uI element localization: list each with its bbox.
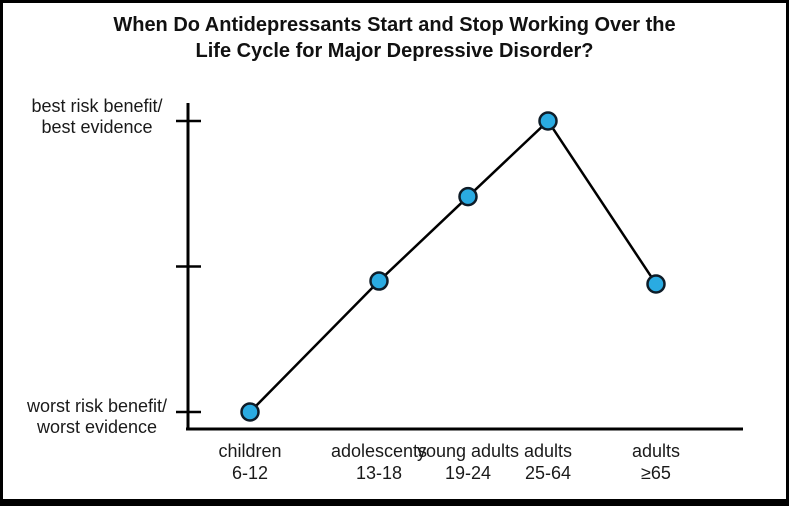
data-point-marker — [369, 271, 389, 291]
trend-line — [249, 119, 658, 413]
y-axis-label-worst: worst risk benefit/ worst evidence — [8, 396, 186, 438]
x-axis-category-name: adolescents — [330, 441, 428, 461]
data-point-marker — [458, 186, 478, 207]
y-axis-label-worst-line2: worst evidence — [36, 417, 158, 437]
x-axis-category-label: adults 25-64 — [478, 440, 618, 484]
x-axis-category-name: adults — [523, 441, 573, 461]
x-axis-category-name: young adults — [416, 441, 520, 461]
y-axis-label-best-line1: best risk benefit/ — [31, 96, 163, 116]
x-axis-category-name: adults — [631, 441, 681, 461]
x-axis-category-age-range: 19-24 — [444, 463, 492, 483]
x-axis-category-age-range: 25-64 — [524, 463, 572, 483]
y-axis-label-worst-line1: worst risk benefit/ — [26, 396, 168, 416]
x-axis-category-label: adolescents 13-18 — [309, 440, 449, 484]
x-axis-category-age-range: 13-18 — [355, 463, 403, 483]
x-axis-category-label: adults ≥65 — [586, 440, 726, 484]
x-axis-category-age-range: 6-12 — [231, 463, 269, 483]
x-axis-category-label: children 6-12 — [180, 440, 320, 484]
y-axis-label-best: best risk benefit/ best evidence — [8, 96, 186, 138]
data-point-marker — [240, 402, 260, 422]
data-point-marker — [538, 111, 558, 131]
chart-title-line2: Life Cycle for Major Depressive Disorder… — [195, 40, 594, 62]
x-axis-category-age-range: ≥65 — [641, 463, 671, 483]
x-axis-category-name: children — [218, 441, 282, 461]
x-axis-category-label: young adults 19-24 — [398, 440, 538, 484]
chart-title: When Do Antidepressants Start and Stop W… — [0, 12, 789, 64]
data-point-marker — [646, 274, 666, 294]
chart-title-line1: When Do Antidepressants Start and Stop W… — [113, 14, 676, 36]
y-axis-label-best-line2: best evidence — [41, 117, 153, 137]
